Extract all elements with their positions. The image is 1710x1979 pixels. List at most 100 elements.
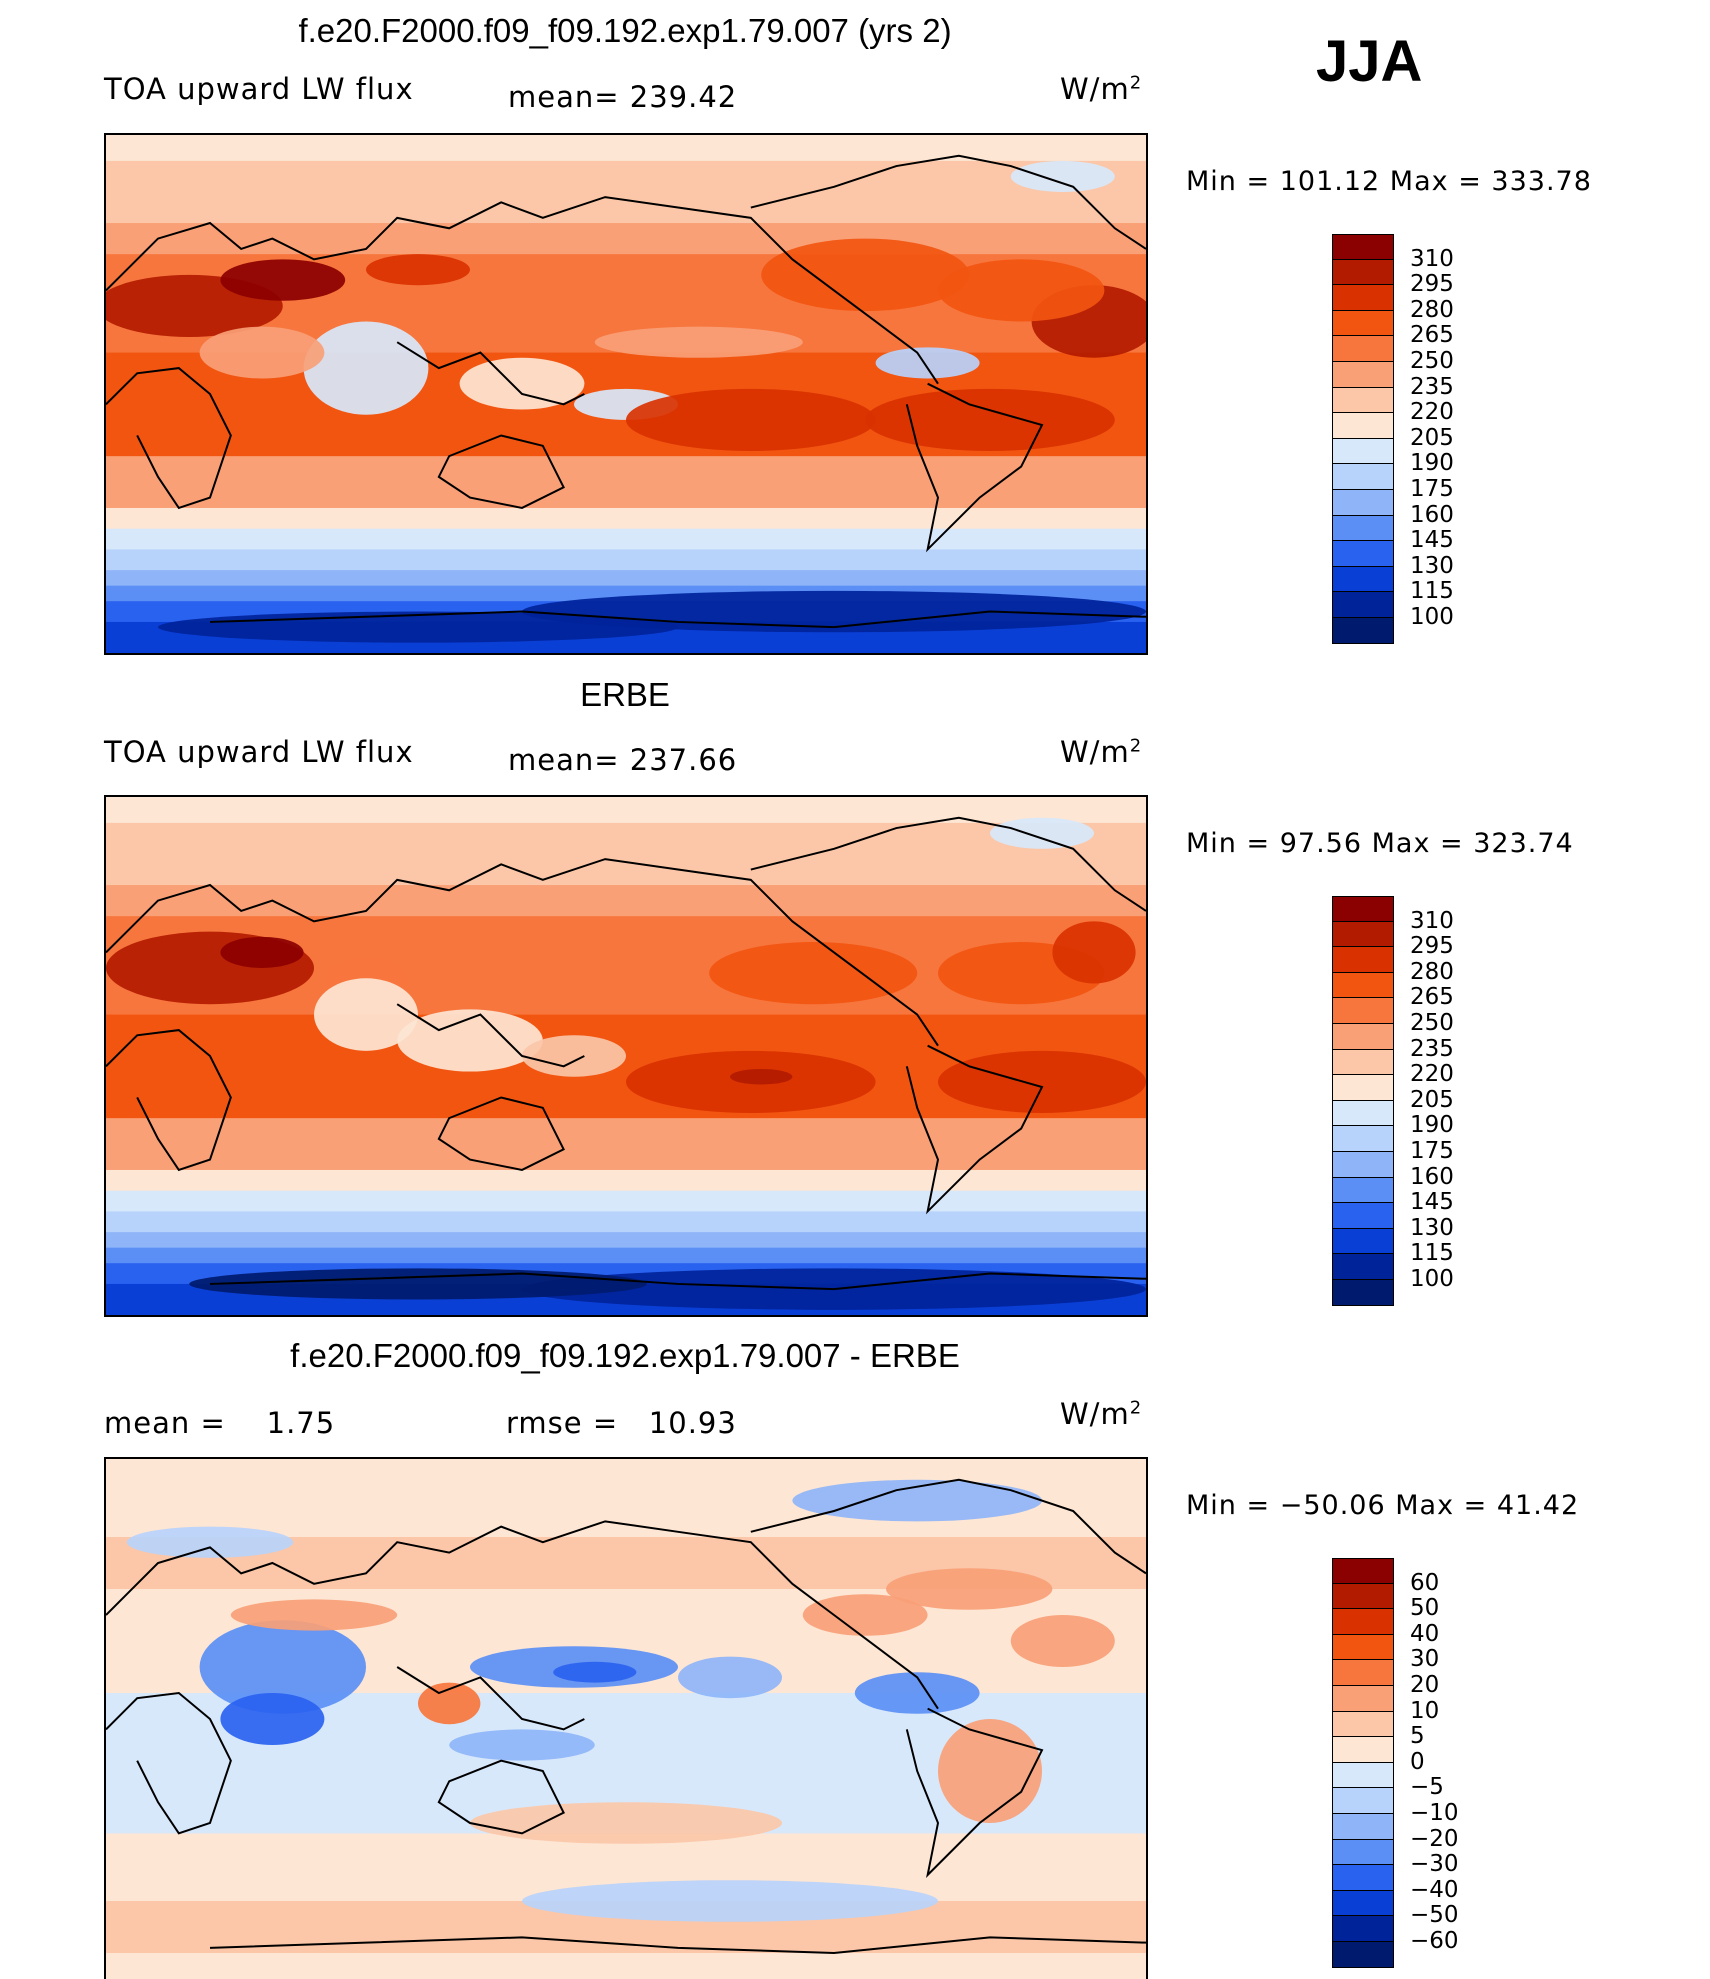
colorbar-tick-label: 280	[1410, 958, 1454, 985]
field-contour	[792, 1479, 1042, 1522]
colorbar-swatch	[1332, 566, 1394, 593]
field-contour	[220, 1693, 325, 1745]
panel2-mean-value: 237.66	[629, 743, 738, 777]
colorbar-swatch	[1332, 1865, 1394, 1891]
latitude-band	[106, 1169, 1146, 1192]
colorbar-tick-label: 220	[1410, 399, 1454, 426]
coastline	[750, 154, 1146, 250]
coastline	[396, 1003, 585, 1068]
field-contour	[366, 254, 470, 286]
colorbar-tick-label: 235	[1410, 1035, 1454, 1062]
coastline	[750, 1478, 1146, 1575]
colorbar-swatch	[1332, 1941, 1394, 1968]
latitude-band	[106, 223, 1146, 256]
panel3-mean-value: 1.75	[266, 1406, 336, 1440]
latitude-band	[106, 1118, 1146, 1171]
colorbar-tick-label: 100	[1410, 604, 1454, 630]
field-contour	[449, 1729, 595, 1761]
colorbar-swatch	[1332, 1177, 1394, 1204]
field-plot	[106, 1459, 1146, 1979]
colorbar-tick-label: 130	[1410, 552, 1454, 579]
colorbar-swatch	[1332, 1788, 1394, 1814]
colorbar-swatch	[1332, 1813, 1394, 1840]
colorbar-tick-label: 220	[1410, 1061, 1454, 1088]
coastline	[437, 1096, 565, 1171]
colorbar-tick-label: 250	[1410, 1010, 1454, 1036]
units-sup: 2	[1129, 1397, 1143, 1419]
coastline	[209, 1936, 1146, 1954]
coastline	[905, 1044, 1044, 1215]
colorbar-swatch	[1332, 1583, 1394, 1610]
panel3-min-value: −50.06	[1279, 1490, 1386, 1521]
colorbar-tick-label: 0	[1410, 1748, 1425, 1775]
coastline	[106, 1029, 232, 1172]
coastline	[106, 1520, 939, 1710]
latitude-band	[106, 549, 1146, 572]
field-contour	[937, 1050, 1146, 1113]
colorbar-swatch	[1332, 515, 1394, 542]
field-contour	[417, 1682, 481, 1725]
colorbar-swatch	[1332, 285, 1394, 311]
colorbar-swatch	[1332, 1634, 1394, 1661]
coastline	[106, 858, 939, 1047]
coastline	[106, 196, 939, 385]
field-contour	[678, 1656, 783, 1699]
field-contour	[594, 326, 803, 358]
colorbar-swatch	[1332, 1762, 1394, 1789]
coastline	[106, 1691, 232, 1835]
colorbar-swatch	[1332, 1916, 1394, 1942]
colorbar-tick-label: 40	[1410, 1620, 1440, 1647]
panel3-minmax: Min = −50.06 Max = 41.42	[1186, 1490, 1579, 1521]
panel3-title: f.e20.F2000.f09_f09.192.exp1.79.007 - ER…	[290, 1337, 960, 1374]
panel1-minmax: Min = 101.12 Max = 333.78	[1186, 166, 1592, 197]
field-contour	[875, 347, 980, 379]
colorbar-swatch	[1332, 921, 1394, 948]
panel1-min-value: 101.12	[1279, 166, 1381, 197]
colorbar-swatch	[1332, 361, 1394, 388]
colorbar-tick-label: 265	[1410, 984, 1454, 1011]
panel3-rmse-label: rmse =	[506, 1406, 619, 1440]
field-contour	[126, 1526, 294, 1558]
panel2-max-label: Max =	[1371, 828, 1464, 859]
coastline	[209, 1272, 1146, 1291]
colorbar-tick-label: −20	[1410, 1825, 1459, 1852]
colorbar-swatch	[1332, 1203, 1394, 1229]
field-contour	[1010, 1615, 1115, 1667]
colorbar-swatch	[1332, 438, 1394, 465]
colorbar-swatch	[1332, 1711, 1394, 1738]
colorbar-swatch	[1332, 617, 1394, 644]
field-plot	[106, 135, 1146, 653]
panel3-mean-label: mean =	[104, 1406, 226, 1440]
panel1-units: W/m2	[1060, 72, 1142, 106]
colorbar-swatch	[1332, 1279, 1394, 1306]
colorbar-swatch	[1332, 541, 1394, 567]
colorbar-tick-label: −10	[1410, 1800, 1459, 1826]
coastline	[750, 816, 1146, 912]
panel3-colorbar	[1332, 1558, 1394, 1968]
panel3-rmse-value: 10.93	[648, 1406, 737, 1440]
field-contour	[459, 357, 585, 410]
field-contour	[220, 936, 304, 968]
colorbar-tick-label: 295	[1410, 933, 1454, 960]
panel3-rmse: rmse = 10.93	[506, 1406, 737, 1440]
panel2-variable: TOA upward LW flux	[104, 735, 414, 769]
panel3-max-value: 41.42	[1496, 1490, 1580, 1521]
colorbar-swatch	[1332, 1737, 1394, 1763]
panel1-min-label: Min =	[1186, 166, 1271, 197]
coastline	[905, 382, 1044, 553]
colorbar-tick-label: −50	[1410, 1902, 1459, 1929]
coastline	[437, 434, 565, 509]
colorbar-swatch	[1332, 1609, 1394, 1635]
colorbar-swatch	[1332, 1660, 1394, 1686]
latitude-band	[106, 570, 1146, 587]
season-label: JJA	[1316, 29, 1423, 94]
colorbar-swatch	[1332, 387, 1394, 414]
field-contour	[189, 1268, 647, 1300]
colorbar-tick-label: 190	[1410, 450, 1454, 477]
field-contour	[1010, 160, 1115, 192]
units-text: W/m	[1060, 1397, 1130, 1431]
coastline	[106, 367, 232, 510]
panel3-min-label: Min =	[1186, 1490, 1271, 1521]
panel1-mean-value: 239.42	[629, 80, 738, 114]
coastline	[905, 1707, 1044, 1879]
